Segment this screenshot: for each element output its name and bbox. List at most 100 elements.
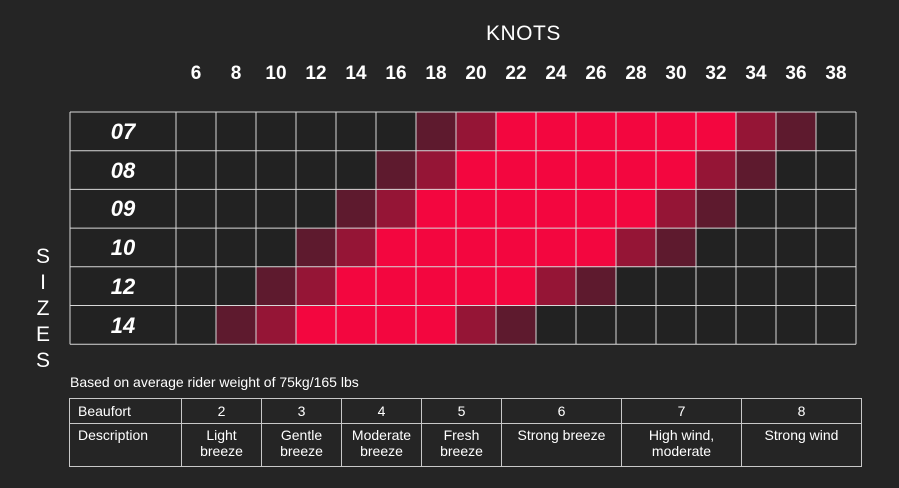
x-tick-label: 30 — [665, 63, 687, 84]
heatmap-cell — [736, 112, 776, 151]
heatmap-cell — [536, 112, 576, 151]
chart-title: KNOTS — [486, 22, 561, 45]
desc-line: breeze — [440, 443, 483, 459]
heatmap-cell — [176, 150, 216, 190]
heatmap-cell — [616, 150, 656, 190]
x-tick-label: 16 — [385, 63, 407, 84]
heatmap-cell — [296, 305, 336, 345]
heatmap-cell — [736, 228, 776, 267]
beaufort-row: Beaufort 2 3 4 5 6 7 8 — [69, 398, 862, 424]
heatmap-cell — [216, 189, 256, 229]
y-axis-title-letter: S — [35, 245, 50, 268]
heatmap-cell — [816, 228, 856, 267]
heatmap-cell — [336, 228, 376, 267]
y-tick-label: 09 — [110, 196, 136, 222]
heatmap-cell — [736, 189, 776, 229]
heatmap-cell — [576, 189, 616, 229]
beaufort-header: Beaufort — [69, 398, 182, 424]
rider-weight-note: Based on average rider weight of 75kg/16… — [70, 374, 359, 390]
heatmap-cell — [456, 305, 496, 345]
x-tick-label: 20 — [465, 63, 487, 84]
desc-line: Strong wind — [764, 427, 839, 443]
description-row: Description Light breeze Gentle breeze Mod… — [69, 423, 862, 467]
heatmap-cell — [176, 112, 216, 151]
heatmap-grid — [69, 111, 857, 345]
desc-line: Fresh — [443, 427, 480, 443]
heatmap-cell — [776, 112, 816, 151]
desc-line: High wind, — [648, 427, 715, 443]
heatmap-cell — [616, 228, 656, 267]
heatmap-cell — [576, 305, 616, 345]
heatmap-cell — [576, 228, 616, 267]
x-tick-label: 36 — [785, 63, 807, 84]
heatmap-cell — [336, 150, 376, 190]
heatmap-cell — [496, 150, 536, 190]
desc-line: Gentle — [280, 427, 323, 443]
heatmap-cell — [256, 266, 296, 306]
heatmap-cell — [656, 266, 696, 306]
heatmap-cell — [376, 189, 416, 229]
heatmap-cell — [656, 150, 696, 190]
y-axis-title-letter: E — [35, 323, 50, 346]
y-axis-title-letter: I — [40, 271, 46, 294]
heatmap-cell — [736, 150, 776, 190]
description-3: Gentle breeze — [261, 423, 342, 467]
heatmap-cell — [416, 228, 456, 267]
desc-line: moderate — [651, 443, 712, 459]
heatmap-cell — [656, 305, 696, 345]
heatmap-cell — [496, 112, 536, 151]
heatmap-cell — [416, 112, 456, 151]
heatmap-cell — [296, 150, 336, 190]
heatmap-cell — [616, 266, 656, 306]
heatmap-cell — [656, 228, 696, 267]
heatmap-cell — [336, 305, 376, 345]
x-tick-label: 28 — [625, 63, 647, 84]
desc-line: Light — [206, 427, 237, 443]
heatmap-cell — [216, 112, 256, 151]
heatmap-cell — [376, 305, 416, 345]
heatmap-cell — [616, 189, 656, 229]
heatmap-cell — [216, 228, 256, 267]
x-tick-label: 24 — [545, 63, 567, 84]
x-tick-label: 10 — [265, 63, 287, 84]
heatmap-cell — [536, 305, 576, 345]
description-5: Fresh breeze — [421, 423, 502, 467]
description-8: Strong wind — [741, 423, 862, 467]
x-tick-label: 22 — [505, 63, 527, 84]
y-tick-label: 08 — [110, 157, 136, 183]
heatmap-cell — [296, 189, 336, 229]
heatmap-cell — [456, 228, 496, 267]
heatmap-cell — [776, 150, 816, 190]
heatmap-cell — [456, 189, 496, 229]
heatmap-cell — [616, 305, 656, 345]
heatmap-cell — [616, 112, 656, 151]
beaufort-num-4: 4 — [341, 398, 422, 424]
description-6: Strong breeze — [501, 423, 622, 467]
heatmap-cell — [536, 266, 576, 306]
heatmap-cell — [176, 266, 216, 306]
y-axis-title-letter: Z — [36, 297, 50, 320]
heatmap-cell — [736, 305, 776, 345]
description-4: Moderate breeze — [341, 423, 422, 467]
heatmap-cell — [816, 112, 856, 151]
x-tick-label: 32 — [705, 63, 727, 84]
heatmap-cell — [416, 305, 456, 345]
heatmap-cell — [336, 189, 376, 229]
heatmap-cell — [496, 189, 536, 229]
desc-line: breeze — [200, 443, 243, 459]
beaufort-num-5: 5 — [421, 398, 502, 424]
x-tick-label: 34 — [745, 63, 767, 84]
heatmap-cell — [696, 112, 736, 151]
y-tick-label: 14 — [110, 312, 136, 338]
beaufort-num-2: 2 — [181, 398, 262, 424]
heatmap-cell — [576, 150, 616, 190]
heatmap-cell — [696, 266, 736, 306]
heatmap-cell — [176, 305, 216, 345]
y-tick-label: 07 — [110, 119, 136, 144]
heatmap-cell — [456, 266, 496, 306]
heatmap-cell — [256, 228, 296, 267]
heatmap-cell — [336, 112, 376, 151]
heatmap-cell — [336, 266, 376, 306]
y-axis-title-letter: S — [35, 349, 50, 372]
